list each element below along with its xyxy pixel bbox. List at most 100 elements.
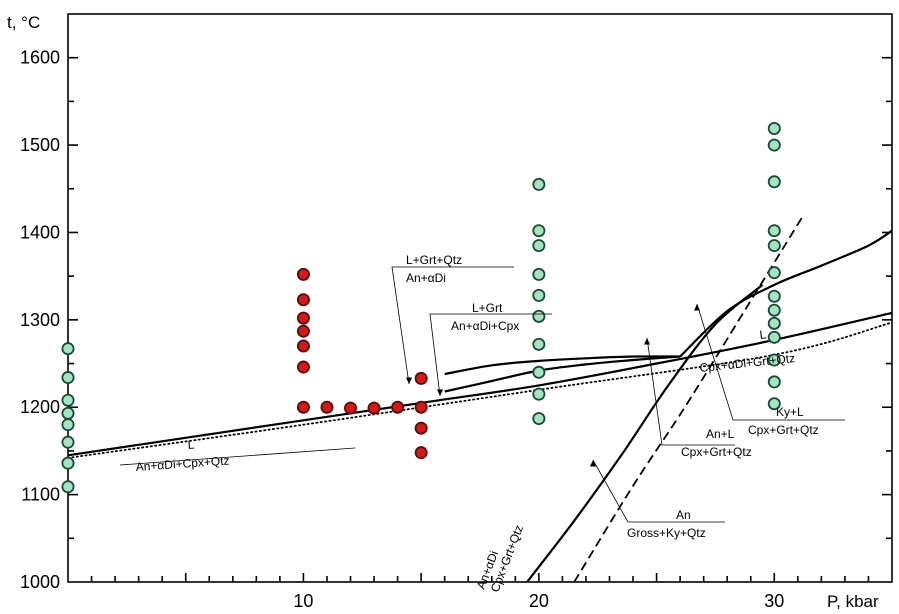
y-tick-label: 1000 (20, 572, 60, 592)
annotation-top-label: L (187, 438, 195, 452)
phase-annotation: LAn+αDi+Cpx+Qtz (135, 438, 230, 474)
red-data-point (414, 371, 428, 385)
leader-line (696, 303, 845, 421)
y-axis-title: t, °C (7, 13, 40, 32)
green-data-point (767, 330, 781, 344)
red-data-point (391, 400, 405, 414)
annotation-bottom-label: An+αDi (406, 271, 446, 285)
phase-annotation: L+Grt+Qtz An+αDi (406, 253, 462, 285)
red-data-point (367, 401, 381, 415)
annotation-top-label: L (759, 327, 767, 342)
green-data-point (767, 375, 781, 389)
phase-boundary-solid (526, 284, 764, 583)
green-data-point (532, 365, 546, 379)
phase-boundary-solid (67, 311, 893, 457)
plot-frame (67, 13, 893, 583)
arrow-head (406, 377, 412, 384)
leader-line (391, 266, 514, 385)
annotation-top-label: L+Grt+Qtz (406, 253, 462, 267)
green-data-point (61, 435, 75, 449)
green-data-point (61, 371, 75, 385)
annotation-bottom-label: Cpx+Grt+Qtz (748, 423, 819, 437)
phase-annotation: Ky+L Cpx+Grt+Qtz (748, 405, 819, 437)
y-tick-label: 1200 (20, 397, 60, 417)
arrow-head (437, 389, 443, 396)
green-data-point (532, 288, 546, 302)
annotation-top-label: Ky+L (776, 405, 804, 419)
data-points (61, 121, 781, 494)
x-tick-label: 30 (764, 591, 784, 611)
annotation-bottom-label: An+αDi+Cpx (451, 319, 519, 333)
red-data-point (296, 311, 310, 325)
annotation-top-label: An (676, 508, 691, 522)
phase-annotation: An Gross+Ky+Qtz (627, 508, 706, 540)
x-tick-label: 10 (293, 591, 313, 611)
red-data-point (296, 360, 310, 374)
phase-annotation: L Cpx+αDi+Grt+Qtz (699, 327, 796, 375)
leader-line (646, 337, 735, 446)
green-data-point (61, 406, 75, 420)
annotation-bottom-label: Cpx+αDi+Grt+Qtz (699, 351, 796, 375)
annotation-bottom-label: Gross+Ky+Qtz (627, 526, 706, 540)
green-data-point (532, 337, 546, 351)
y-tick-label: 1100 (21, 485, 60, 505)
phase-annotation: An+L Cpx+Grt+Qtz (681, 427, 752, 459)
green-data-point (61, 480, 75, 494)
y-tick-label: 1600 (20, 48, 60, 68)
green-data-point (767, 175, 781, 189)
green-data-point (532, 177, 546, 191)
phase-annotation: L+Grt An+αDi+Cpx (451, 301, 519, 333)
y-tick-label: 1400 (20, 222, 60, 242)
annotation-bottom-label: An+αDi+Cpx+Qtz (135, 453, 230, 474)
green-data-point (767, 303, 781, 317)
red-data-point (296, 324, 310, 338)
green-data-point (532, 224, 546, 238)
green-data-point (532, 309, 546, 323)
green-data-point (767, 121, 781, 135)
green-data-point (61, 418, 75, 432)
leader-line (592, 459, 725, 523)
annotation-labels: LAn+αDi+Cpx+QtzL+Grt+QtzAn+αDiL+GrtAn+αD… (135, 253, 818, 594)
annotation-bottom-label: Cpx+Grt+Qtz (681, 445, 752, 459)
green-data-point (767, 289, 781, 303)
phase-boundary-curves (67, 216, 893, 583)
annotation-top-label: L+Grt (472, 301, 503, 315)
red-data-point (296, 293, 310, 307)
green-data-point (767, 138, 781, 152)
phase-boundary-solid (444, 355, 681, 376)
green-data-point (767, 224, 781, 238)
green-data-point (767, 316, 781, 330)
arrow-head (694, 304, 700, 311)
y-tick-label: 1500 (20, 135, 60, 155)
phase-boundary-solid (679, 229, 893, 358)
red-data-point (344, 401, 358, 415)
leader-line (429, 313, 552, 397)
x-axis-title: P, kbar (827, 592, 879, 611)
red-data-point (414, 400, 428, 414)
green-data-point (532, 387, 546, 401)
phase-boundary-dashed (573, 216, 804, 583)
green-data-point (532, 412, 546, 426)
green-data-point (767, 239, 781, 253)
annotation-leaders (119, 266, 845, 523)
red-data-point (414, 421, 428, 435)
tick-labels: 10 20 30 1000 1100 1200 1300 1400 1500 1600 (20, 48, 784, 611)
red-data-point (320, 400, 334, 414)
green-data-point (532, 267, 546, 281)
red-data-point (296, 267, 310, 281)
arrow-head (590, 460, 596, 467)
green-data-point (61, 456, 75, 470)
red-data-point (296, 400, 310, 414)
leader-line (119, 447, 356, 466)
y-tick-label: 1300 (20, 310, 60, 330)
green-data-point (767, 266, 781, 280)
x-tick-label: 20 (529, 591, 549, 611)
green-data-point (61, 393, 75, 407)
green-data-point (767, 397, 781, 411)
red-data-point (414, 446, 428, 460)
red-data-point (296, 339, 310, 353)
arrow-head (644, 338, 650, 345)
green-data-point (61, 342, 75, 356)
